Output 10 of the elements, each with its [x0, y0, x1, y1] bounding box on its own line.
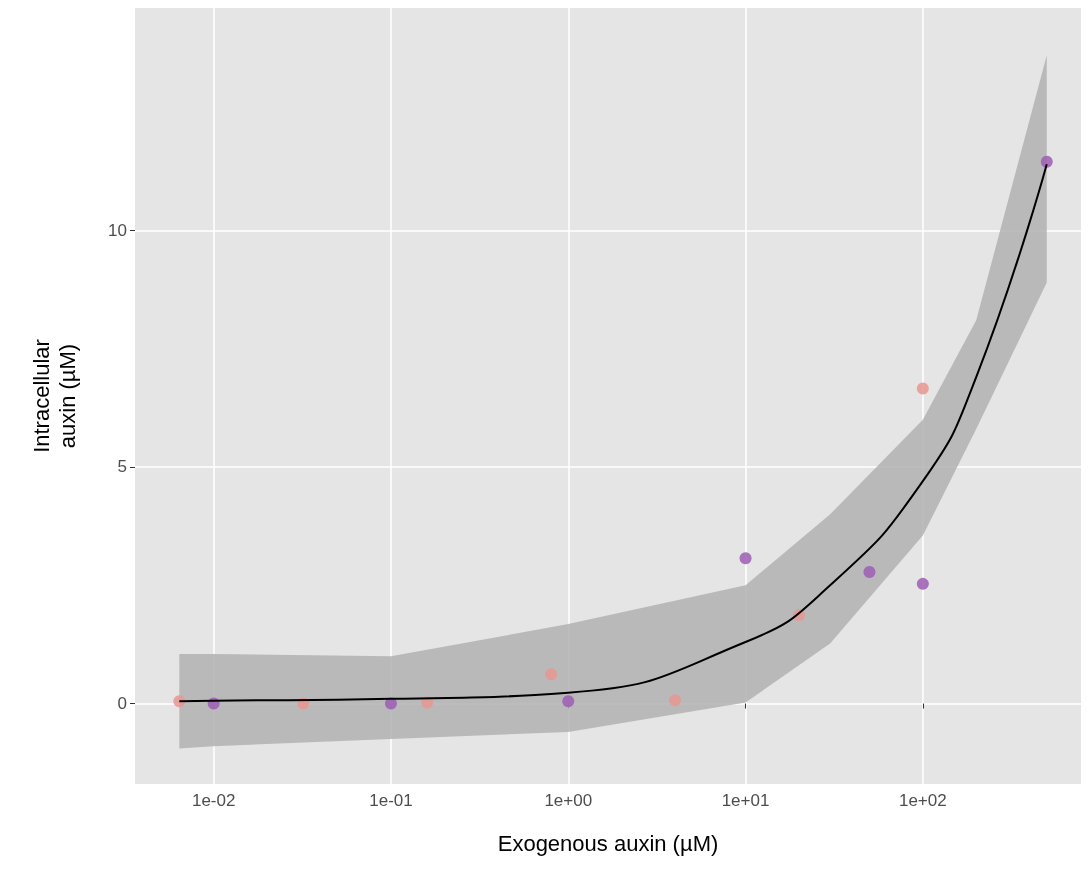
- y-tick-label: 0: [117, 694, 127, 714]
- y-tick-label: 10: [108, 220, 127, 240]
- x-tick-label: 1e+01: [721, 791, 770, 810]
- x-tick-label: 1e-02: [191, 791, 236, 810]
- x-tick-label: 1e-01: [369, 791, 413, 810]
- y-axis-title: Intracellular auxin (µM): [28, 339, 80, 453]
- x-tick-label: 1e+02: [898, 791, 947, 810]
- x-tick-label: 1e+00: [544, 791, 593, 810]
- x-axis-title: Exogenous auxin (µM): [497, 830, 719, 856]
- y-tick-label: 5: [117, 457, 127, 477]
